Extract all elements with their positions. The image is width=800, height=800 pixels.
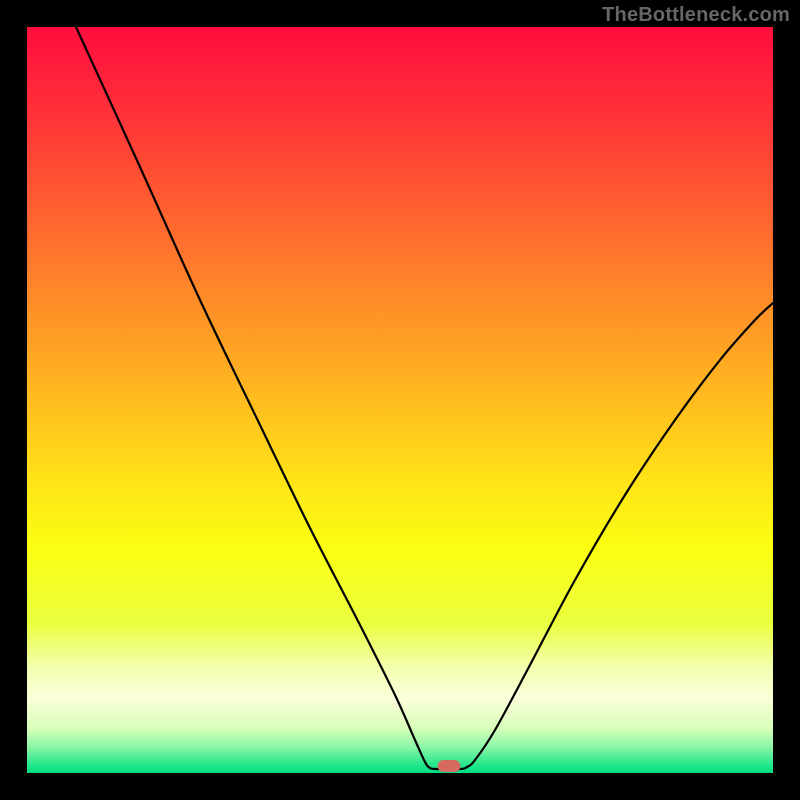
chart-container: TheBottleneck.com <box>0 0 800 800</box>
plot-background-gradient <box>27 27 773 773</box>
watermark-label: TheBottleneck.com <box>602 4 790 27</box>
bottleneck-chart <box>0 0 800 800</box>
bottleneck-marker <box>438 760 461 772</box>
